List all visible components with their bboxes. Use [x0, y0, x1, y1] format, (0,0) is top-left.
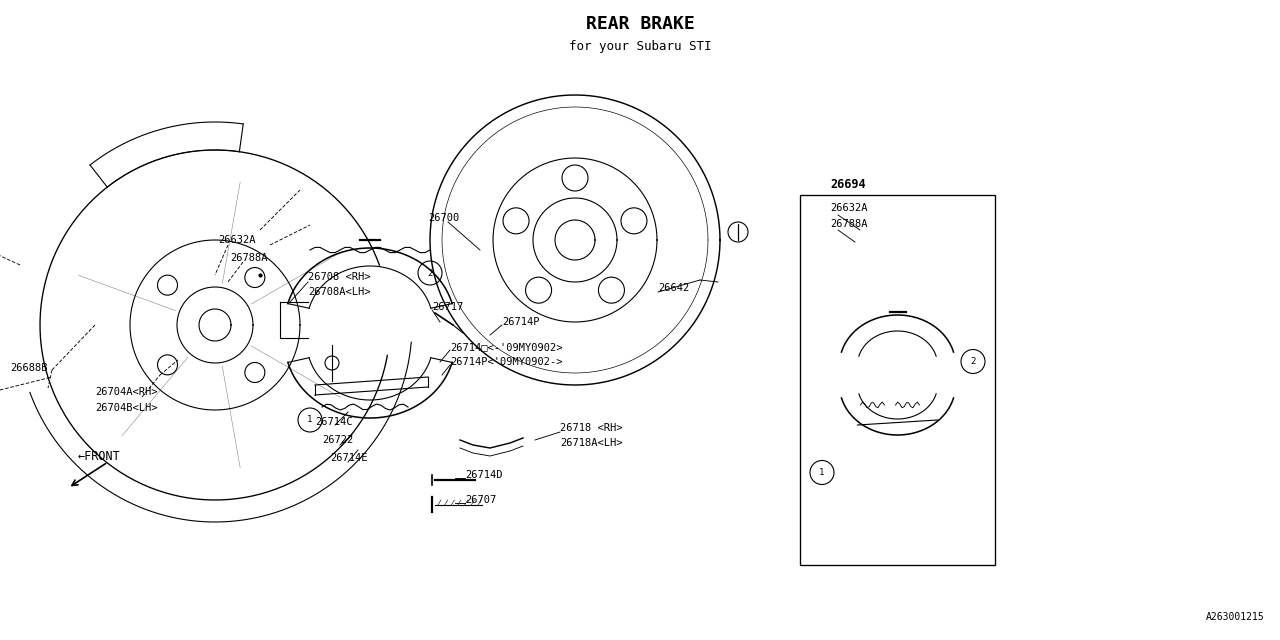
- Text: 26708 <RH>: 26708 <RH>: [308, 272, 370, 282]
- Text: 26688B: 26688B: [10, 363, 47, 373]
- Text: 2: 2: [970, 357, 975, 366]
- Text: 26700: 26700: [428, 213, 460, 223]
- Text: 26714□<-'09MY0902>: 26714□<-'09MY0902>: [451, 342, 562, 352]
- Text: 26704B<LH>: 26704B<LH>: [95, 403, 157, 413]
- Text: 26708A<LH>: 26708A<LH>: [308, 287, 370, 297]
- Text: 26632A: 26632A: [218, 235, 256, 245]
- Bar: [800, 195, 995, 565]
- Text: 26714C: 26714C: [315, 417, 352, 427]
- Text: A263001215: A263001215: [1206, 612, 1265, 622]
- Text: for your Subaru STI: for your Subaru STI: [568, 40, 712, 53]
- Text: 26722: 26722: [323, 435, 353, 445]
- Text: 26707: 26707: [465, 495, 497, 505]
- Text: 26714D: 26714D: [465, 470, 503, 480]
- Text: 26694: 26694: [829, 179, 865, 191]
- Text: 26714P: 26714P: [502, 317, 539, 327]
- Text: 2: 2: [428, 269, 433, 278]
- Text: 26704A<RH>: 26704A<RH>: [95, 387, 157, 397]
- Text: 26714P<'09MY0902->: 26714P<'09MY0902->: [451, 357, 562, 367]
- Text: 1: 1: [307, 415, 312, 424]
- Text: 26718 <RH>: 26718 <RH>: [561, 423, 622, 433]
- Text: ←FRONT: ←FRONT: [78, 451, 120, 463]
- Text: 26717: 26717: [433, 302, 463, 312]
- Text: 26642: 26642: [658, 283, 689, 293]
- Text: 1: 1: [819, 468, 824, 477]
- Text: 26632A: 26632A: [829, 203, 868, 213]
- Text: 26788A: 26788A: [829, 219, 868, 229]
- Text: 26714E: 26714E: [330, 453, 367, 463]
- Text: REAR BRAKE: REAR BRAKE: [586, 15, 694, 33]
- Text: 26718A<LH>: 26718A<LH>: [561, 438, 622, 448]
- Text: 26788A: 26788A: [230, 253, 268, 263]
